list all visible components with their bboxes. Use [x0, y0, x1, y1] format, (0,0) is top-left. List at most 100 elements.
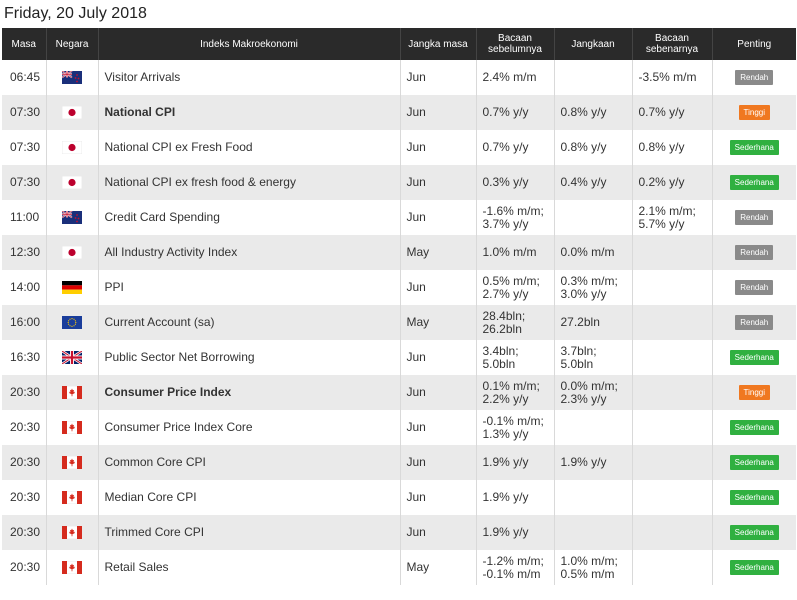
ca-flag-icon	[62, 456, 82, 470]
event-forecast: 3.7bln; 5.0bln	[553, 340, 632, 375]
event-forecast: 1.9% y/y	[553, 445, 632, 480]
importance-badge: Sederhana	[729, 350, 779, 365]
event-period: Jun	[399, 480, 476, 515]
event-name: Consumer Price Index	[97, 375, 400, 410]
event-actual	[631, 445, 712, 480]
event-time: 20:30	[2, 480, 46, 515]
event-forecast: 0.0% m/m; 2.3% y/y	[553, 375, 632, 410]
ca-flag-icon	[62, 421, 82, 435]
header-country: Negara	[45, 28, 98, 60]
event-period: Jun	[399, 375, 476, 410]
event-previous: 1.9% y/y	[475, 445, 554, 480]
event-importance: Rendah	[711, 270, 796, 305]
event-time: 14:00	[2, 270, 46, 305]
event-previous: -0.1% m/m; 1.3% y/y	[475, 410, 554, 445]
importance-badge: Sederhana	[729, 490, 779, 505]
header-importance: Penting	[711, 28, 796, 60]
event-importance: Rendah	[711, 60, 796, 95]
event-name: Retail Sales	[97, 550, 400, 585]
event-country	[45, 375, 98, 410]
importance-badge: Sederhana	[729, 175, 779, 190]
event-actual	[631, 270, 712, 305]
importance-badge: Tinggi	[738, 385, 770, 400]
event-period: May	[399, 305, 476, 340]
importance-badge: Tinggi	[738, 105, 770, 120]
event-period: Jun	[399, 60, 476, 95]
importance-badge: Sederhana	[729, 140, 779, 155]
ca-flag-icon	[62, 526, 82, 540]
event-importance: Rendah	[711, 305, 796, 340]
event-forecast: 0.4% y/y	[553, 165, 632, 200]
jp-flag-icon	[62, 141, 82, 155]
event-forecast	[553, 410, 632, 445]
event-previous: 3.4bln; 5.0bln	[475, 340, 554, 375]
nz-flag-icon	[62, 71, 82, 85]
event-time: 07:30	[2, 165, 46, 200]
event-previous: 1.9% y/y	[475, 480, 554, 515]
event-time: 07:30	[2, 130, 46, 165]
event-importance: Sederhana	[711, 480, 796, 515]
event-previous: 0.7% y/y	[475, 95, 554, 130]
event-actual: 2.1% m/m; 5.7% y/y	[631, 200, 712, 235]
event-importance: Rendah	[711, 235, 796, 270]
importance-badge: Sederhana	[729, 455, 779, 470]
nz-flag-icon	[62, 211, 82, 225]
ca-flag-icon	[62, 386, 82, 400]
event-actual	[631, 480, 712, 515]
table-row: 20:30 Consumer Price Index Jun 0.1% m/m; 2.…	[2, 375, 796, 410]
event-importance: Tinggi	[711, 375, 796, 410]
event-country	[45, 445, 98, 480]
date-heading: Friday, 20 July 2018	[4, 5, 147, 22]
event-importance: Sederhana	[711, 515, 796, 550]
event-actual: 0.2% y/y	[631, 165, 712, 200]
event-forecast: 0.0% m/m	[553, 235, 632, 270]
event-forecast: 0.3% m/m; 3.0% y/y	[553, 270, 632, 305]
header-actual: Bacaan sebenarnya	[631, 28, 712, 60]
header-period: Jangka masa	[399, 28, 476, 60]
event-importance: Sederhana	[711, 165, 796, 200]
event-name: Trimmed Core CPI	[97, 515, 400, 550]
event-time: 07:30	[2, 95, 46, 130]
importance-badge: Rendah	[735, 70, 774, 85]
table-row: 20:30 Trimmed Core CPI Jun 1.9% y/y Sederhan…	[2, 515, 796, 550]
event-time: 20:30	[2, 550, 46, 585]
table-row: 20:30 Common Core CPI Jun 1.9% y/y 1.9% y/y S…	[2, 445, 796, 480]
event-importance: Sederhana	[711, 550, 796, 585]
event-forecast: 0.8% y/y	[553, 130, 632, 165]
header-time: Masa	[2, 28, 46, 60]
ca-flag-icon	[62, 561, 82, 575]
event-forecast	[553, 60, 632, 95]
header-previous: Bacaan sebelumnya	[475, 28, 554, 60]
event-period: Jun	[399, 270, 476, 305]
event-time: 16:00	[2, 305, 46, 340]
event-country	[45, 480, 98, 515]
event-actual: 0.8% y/y	[631, 130, 712, 165]
event-period: Jun	[399, 410, 476, 445]
header-forecast: Jangkaan	[553, 28, 632, 60]
event-name: Current Account (sa)	[97, 305, 400, 340]
table-row: 16:30 Public Sector Net Borrowing Jun 3.4bl…	[2, 340, 796, 375]
event-forecast: 27.2bln	[553, 305, 632, 340]
event-name: National CPI ex Fresh Food	[97, 130, 400, 165]
table-header-row: Masa Negara Indeks Makroekonomi Jangka m…	[2, 28, 796, 60]
event-previous: 28.4bln; 26.2bln	[475, 305, 554, 340]
event-time: 12:30	[2, 235, 46, 270]
importance-badge: Sederhana	[729, 525, 779, 540]
event-previous: 2.4% m/m	[475, 60, 554, 95]
table-row: 06:45 Visitor Arrivals Jun 2.4% m/m -3.5% m/…	[2, 60, 796, 95]
jp-flag-icon	[62, 246, 82, 260]
event-name: Consumer Price Index Core	[97, 410, 400, 445]
event-period: May	[399, 550, 476, 585]
table-row: 20:30 Consumer Price Index Core Jun -0.1% m…	[2, 410, 796, 445]
event-actual: 0.7% y/y	[631, 95, 712, 130]
event-country	[45, 200, 98, 235]
importance-badge: Rendah	[735, 245, 774, 260]
event-importance: Sederhana	[711, 340, 796, 375]
event-time: 20:30	[2, 515, 46, 550]
event-name: Credit Card Spending	[97, 200, 400, 235]
table-row: 16:00 Current Account (sa) May 28.4bln; 26.…	[2, 305, 796, 340]
event-actual: -3.5% m/m	[631, 60, 712, 95]
event-period: Jun	[399, 130, 476, 165]
event-previous: 1.0% m/m	[475, 235, 554, 270]
event-period: Jun	[399, 200, 476, 235]
